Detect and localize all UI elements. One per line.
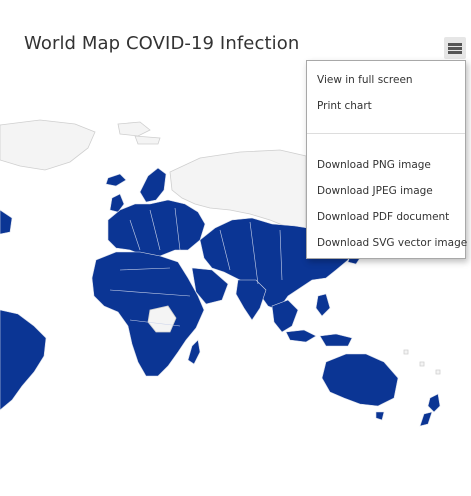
map-region-india[interactable] (235, 279, 267, 321)
map-region-russia[interactable] (169, 149, 307, 231)
map-region-philippines[interactable] (315, 293, 331, 317)
menu-item-download-pdf[interactable]: Download PDF document (317, 211, 450, 223)
map-region-uk[interactable] (109, 193, 125, 213)
hamburger-menu-icon (448, 43, 462, 46)
map-region-madagascar[interactable] (187, 339, 201, 365)
map-region-southeast-asia[interactable] (271, 299, 299, 333)
menu-item-download-svg[interactable]: Download SVG vector image (317, 237, 468, 249)
chart-title: World Map COVID-19 Infection (24, 33, 300, 54)
map-region-greenland[interactable] (0, 119, 96, 171)
map-region-africa[interactable] (91, 251, 205, 377)
menu-item-download-jpeg[interactable]: Download JPEG image (317, 185, 433, 197)
map-region-iceland[interactable] (105, 173, 127, 187)
map-region-south-america[interactable] (0, 309, 47, 411)
menu-item-view-full-screen[interactable]: View in full screen (317, 74, 413, 86)
map-region-new-zealand[interactable] (419, 393, 441, 427)
menu-item-print-chart[interactable]: Print chart (317, 100, 372, 112)
map-region-pacific-islands[interactable] (403, 349, 441, 375)
menu-item-download-png[interactable]: Download PNG image (317, 159, 431, 171)
map-region-arctic-islands[interactable] (117, 121, 161, 145)
chart-context-menu: View in full screen Print chart Download… (306, 60, 468, 259)
map-region-scandinavia[interactable] (139, 167, 167, 203)
map-region-australia[interactable] (321, 353, 399, 407)
map-region-tasmania[interactable] (375, 411, 385, 421)
chart-menu-button[interactable] (444, 37, 466, 59)
menu-divider (307, 133, 465, 134)
map-region-indonesia[interactable] (285, 329, 353, 347)
map-region-north-america[interactable] (0, 209, 13, 235)
map-region-europe[interactable] (107, 199, 206, 257)
